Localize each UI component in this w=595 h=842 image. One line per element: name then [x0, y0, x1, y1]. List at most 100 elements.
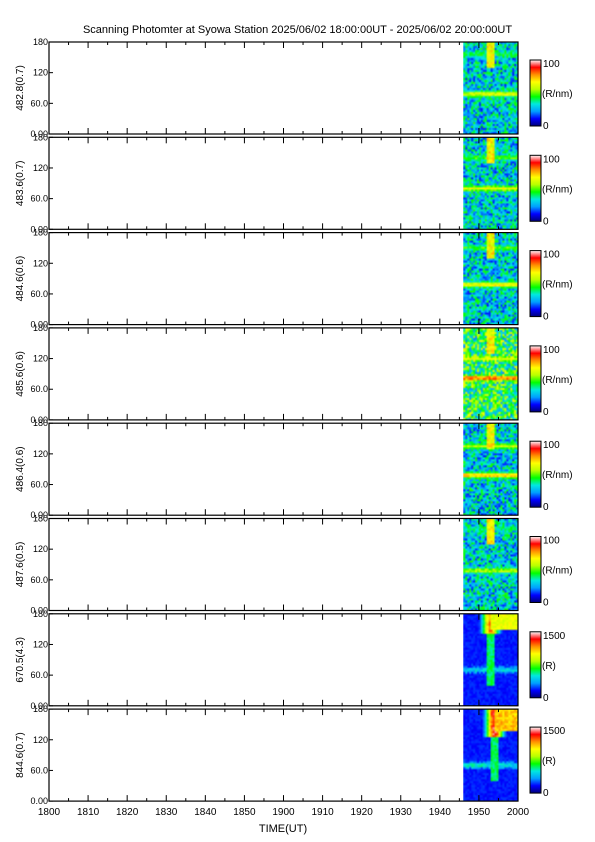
colorbar [529, 250, 542, 318]
x-tick-label: 1940 [429, 807, 452, 818]
x-tick-label: 1930 [390, 807, 413, 818]
heatmap-image [463, 613, 518, 706]
heatmap-image [463, 42, 518, 134]
plot-frame [48, 517, 519, 612]
colorbar-min-label: 0 [543, 121, 549, 132]
y-tick-label: 0.00 [30, 320, 48, 330]
x-tick-label: 1850 [233, 807, 256, 818]
x-tick-label: 2000 [507, 807, 530, 818]
y-tick-label: 60.0 [30, 194, 48, 204]
y-tick-label: 120 [33, 449, 48, 459]
colorbar-unit-label: (R/nm) [542, 184, 573, 195]
plot-frame [48, 708, 519, 802]
y-tick-label: 0.00 [30, 606, 48, 616]
colorbar-unit-label: (R/nm) [542, 89, 573, 100]
colorbar-max-label: 100 [543, 536, 560, 547]
y-tick-label: 120 [33, 163, 48, 173]
colorbar-max-label: 100 [543, 154, 560, 165]
x-axis-label: TIME(UT) [259, 823, 307, 835]
colorbar-unit-label: (R/nm) [542, 470, 573, 481]
y-tick-label: 120 [33, 639, 48, 649]
plot-frame [48, 136, 519, 230]
x-tick-label: 1800 [38, 807, 61, 818]
heatmap-image [463, 423, 518, 516]
colorbar-unit-label: (R/nm) [542, 566, 573, 577]
colorbar [529, 631, 542, 699]
heatmap-image [463, 518, 518, 611]
y-tick-label: 0.00 [30, 224, 48, 234]
panel: 0.00 60.0 120 180 487.6(0.5) 100 0 (R/nm) [15, 514, 573, 616]
panel: 0.00 60.0 120 180 844.6(0.7) 1500 0 (R) [15, 704, 566, 806]
x-tick-label: 1910 [311, 807, 334, 818]
y-tick-label: 0.00 [30, 510, 48, 520]
y-tick-label: 180 [33, 37, 48, 47]
y-tick-label: 60.0 [30, 289, 48, 299]
x-tick-label: 1950 [468, 807, 491, 818]
x-tick-label: 1840 [194, 807, 217, 818]
heatmap-image [463, 709, 518, 802]
heatmap-image [463, 232, 518, 325]
colorbar-unit-label: (R/nm) [542, 375, 573, 386]
colorbar [529, 345, 542, 413]
panel-label: 484.6(0.6) [15, 256, 26, 302]
plot-frame [48, 613, 519, 707]
colorbar-min-label: 0 [543, 598, 549, 609]
y-tick-label: 180 [33, 704, 48, 714]
y-tick-label: 120 [33, 68, 48, 78]
y-tick-label: 120 [33, 354, 48, 364]
colorbar-max-label: 100 [543, 440, 560, 451]
page-title: Scanning Photomter at Syowa Station 2025… [82, 24, 513, 36]
colorbar-min-label: 0 [543, 693, 549, 704]
plot-frame [48, 232, 519, 326]
y-tick-label: 0.00 [30, 701, 48, 711]
panel: 0.00 60.0 120 180 483.6(0.7) 100 0 (R/nm) [15, 132, 573, 234]
plot-frame [48, 422, 519, 516]
y-tick-label: 60.0 [30, 575, 48, 585]
y-tick-label: 120 [33, 258, 48, 268]
colorbar [529, 536, 542, 603]
panel-label: 486.4(0.6) [15, 446, 26, 492]
y-tick-label: 60.0 [30, 670, 48, 680]
x-tick-label: 1900 [272, 807, 295, 818]
panel-label: 485.6(0.6) [15, 351, 26, 397]
panel-label: 844.6(0.7) [15, 732, 26, 778]
y-tick-label: 180 [33, 323, 48, 333]
panel: 0.00 60.0 120 180 486.4(0.6) 100 0 (R/nm) [15, 418, 573, 520]
x-tick-label: 1920 [351, 807, 374, 818]
colorbar-min-label: 0 [543, 407, 549, 418]
panel: 0.00 60.0 120 180 485.6(0.6) 100 0 (R/nm) [15, 323, 573, 425]
y-tick-label: 180 [33, 418, 48, 428]
y-tick-label: 180 [33, 132, 48, 142]
colorbar-max-label: 100 [543, 250, 560, 261]
panel: 0.00 60.0 120 180 670.5(4.3) 1500 0 (R) [15, 609, 566, 711]
panel: 0.00 60.0 120 180 484.6(0.6) 100 0 (R/nm) [15, 228, 573, 330]
colorbar [529, 154, 542, 222]
colorbar [529, 726, 542, 794]
colorbar-unit-label: (R/nm) [542, 280, 573, 291]
colorbar-max-label: 100 [543, 59, 560, 70]
x-tick-label: 1830 [155, 807, 178, 818]
panel-label: 483.6(0.7) [15, 161, 26, 207]
colorbar-min-label: 0 [543, 502, 549, 513]
colorbar-max-label: 1500 [543, 726, 566, 737]
x-axis: 1800 1810 1820 1830 1840 1850 1900 1910 1920 1930… [38, 807, 530, 818]
y-tick-label: 180 [33, 609, 48, 619]
y-tick-label: 120 [33, 544, 48, 554]
x-tick-label: 1810 [77, 807, 100, 818]
x-tick-label: 1820 [116, 807, 139, 818]
heatmap-image [463, 137, 518, 230]
heatmap-image [463, 327, 518, 420]
y-tick-label: 120 [33, 735, 48, 745]
colorbar-unit-label: (R) [542, 661, 556, 672]
panels: 0.00 60.0 120 180 482.8(0.7) 100 0 (R/nm) 0.00 60… [15, 37, 573, 806]
colorbar-max-label: 100 [543, 345, 560, 356]
panel-label: 482.8(0.7) [15, 65, 26, 111]
plot-frame [48, 41, 519, 135]
y-tick-label: 0.00 [30, 796, 48, 806]
y-tick-label: 60.0 [30, 480, 48, 490]
y-tick-label: 180 [33, 514, 48, 524]
colorbar-min-label: 0 [543, 788, 549, 799]
colorbar [529, 59, 542, 127]
y-tick-label: 0.00 [30, 415, 48, 425]
